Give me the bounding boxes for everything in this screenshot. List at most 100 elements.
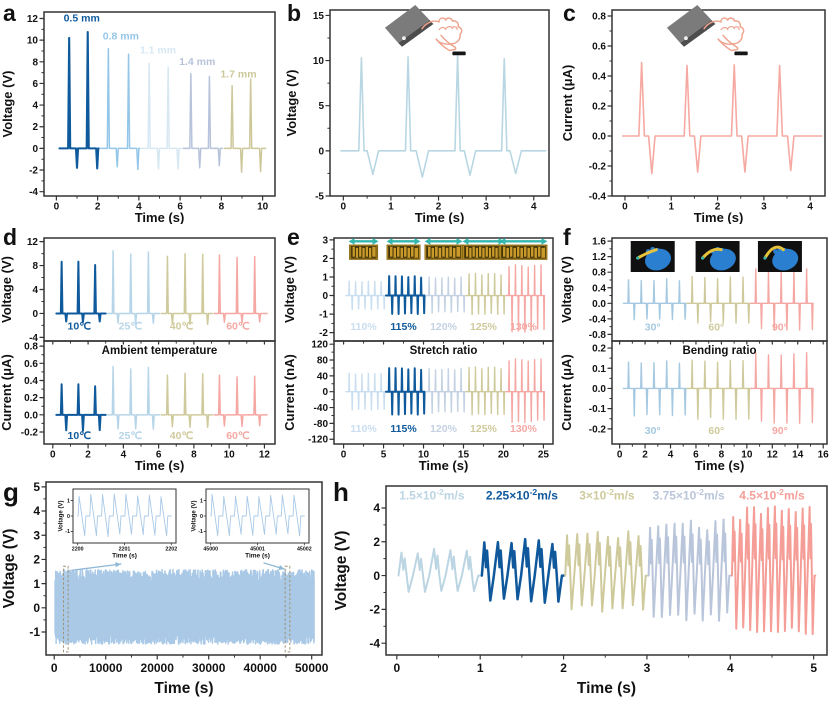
tick-label: 1 [200, 498, 203, 504]
tick-label: 12 [27, 14, 39, 25]
sensor-strip-icon [701, 247, 723, 260]
y-axis-title: Voltage (V) [560, 256, 574, 323]
series-label: 3.75×10-2m/s [653, 487, 725, 503]
series-line [107, 365, 161, 430]
arrowhead-icon [541, 237, 548, 245]
tick-label: 2 [715, 202, 721, 213]
tick-label: 15 [458, 450, 470, 461]
tick-label: 5 [318, 101, 324, 112]
tick-label: 4 [373, 501, 380, 515]
arrowhead-icon [115, 562, 121, 568]
panel-letter: a [3, 0, 16, 26]
tick-label: 0.2 [592, 102, 606, 113]
stretch-arrow-icon [462, 237, 505, 245]
y-axis-title: Voltage (V) [0, 71, 15, 138]
tick-label: 2200 [72, 547, 84, 553]
panel-g-chart: 0 10000 20000 30000 40000 50000543210-1Voltag… [1, 477, 329, 697]
series-label: 125% [470, 423, 498, 435]
series-line [340, 54, 547, 178]
glove-icon [772, 248, 799, 271]
tick-label: 0 [622, 202, 628, 213]
device-slab-edge-icon [680, 20, 716, 47]
subplot: 0 10000 20000 30000 40000 50000 5 4 3 2 1 0 -1 [29, 480, 328, 675]
chip-frame-icon [426, 245, 461, 259]
series-label: 120% [430, 321, 458, 333]
device-slab-icon [384, 4, 430, 43]
panel-letter: g [3, 477, 19, 507]
plot-border [43, 11, 276, 197]
tick-label: 0.0 [592, 132, 606, 143]
zoom-region-marker [284, 565, 291, 653]
stretch-sample-icon [499, 237, 548, 260]
sensor-bar-icon [734, 51, 748, 56]
arrowhead-icon [456, 237, 463, 245]
panel-a: 0 2 4 6 8 10 12 10 8 6 4 2 0 -2 -4 0.5 mm 0.8 mm 1.1 mm 1.… [0, 0, 284, 224]
stretch-arrow-icon [348, 237, 379, 245]
tick-label: 1 [67, 498, 70, 504]
series-line [58, 30, 100, 170]
x-axis-title: Time (s) [415, 210, 465, 224]
tick-label: 2 [85, 450, 91, 461]
tick-label: 25 [538, 450, 550, 461]
tick-label: 4 [531, 202, 537, 213]
tick-label: 4 [727, 661, 734, 675]
series-label: 30° [645, 322, 661, 334]
inset-arrow [71, 563, 122, 571]
panel-b: 0 1 2 3 4 15 10 5 0 -5 Voltage (V) Time (s) b [284, 0, 560, 224]
series-label: 0.8 mm [103, 31, 139, 43]
tick-label: 4 [807, 202, 813, 213]
tick-label: 2202 [165, 547, 177, 553]
electrode-pattern-icon [351, 246, 376, 258]
tick-label: 0 [54, 202, 60, 213]
tick-label: 3 [483, 202, 489, 213]
tick-label: 10 [257, 202, 269, 213]
series-label: 10℃ [68, 430, 92, 442]
inset-x-axis-title: Time (s) [245, 553, 270, 560]
panel-f: 1.6 1.2 0.8 0.4 0.0 -0.4 -0.8 30° 60° 90° Voltage … [560, 224, 835, 474]
series-label: 1.1 mm [140, 45, 176, 57]
inset-series-line [210, 493, 305, 537]
tick-label: 45002 [297, 547, 312, 553]
tick-label: 0 [341, 202, 347, 213]
panel-letter: f [563, 224, 571, 250]
stretch-sample-icon [348, 237, 379, 260]
y-axis-title: Voltage (V) [284, 256, 297, 323]
tick-label: 80 [317, 356, 329, 367]
plot-border [43, 340, 276, 445]
subplot: 1.6 1.2 0.8 0.4 0.0 -0.4 -0.8 30° 60° 90° [589, 237, 828, 345]
y-axis-title: Current (μA) [560, 65, 575, 142]
x-axis-title: Time (s) [577, 680, 636, 697]
tick-label: 8 [219, 202, 225, 213]
inset-y-axis-title: Voltage (V) [192, 501, 198, 532]
inner-title: Bending ratio [682, 345, 756, 357]
tick-label: 0.4 [592, 72, 606, 83]
tick-label: 1.2 [592, 252, 606, 263]
tick-label: -4 [369, 636, 380, 650]
tick-label: 0.8 [592, 268, 606, 279]
panel-d: 12 8 4 0 -4 10℃ 25℃ 40℃ 60℃ Voltage (V) 0 2 4 6 8 10 12 0… [0, 224, 284, 474]
series-label: 60℃ [226, 321, 250, 333]
tick-label: 20000 [141, 661, 175, 675]
series-line [55, 260, 107, 323]
device-dot-icon [402, 36, 406, 41]
tick-label: 6 [177, 202, 183, 213]
tick-label: 8 [191, 450, 197, 461]
series-line [213, 374, 268, 428]
tick-label: 16 [818, 450, 830, 461]
tick-label: 12 [259, 450, 271, 461]
tick-label: 10 [313, 56, 325, 67]
tick-label: -0.8 [589, 330, 607, 341]
panel-letter: e [287, 224, 300, 250]
x-axis-title: Time (s) [135, 210, 185, 224]
stretch-arrow-icon [386, 237, 421, 245]
series-line [425, 367, 466, 414]
plot-border [611, 9, 826, 197]
series-label: 90° [772, 425, 788, 437]
tick-label: 4 [668, 450, 674, 461]
inset-x-axis-title: Time (s) [112, 553, 137, 560]
index-finger-icon [717, 34, 739, 52]
